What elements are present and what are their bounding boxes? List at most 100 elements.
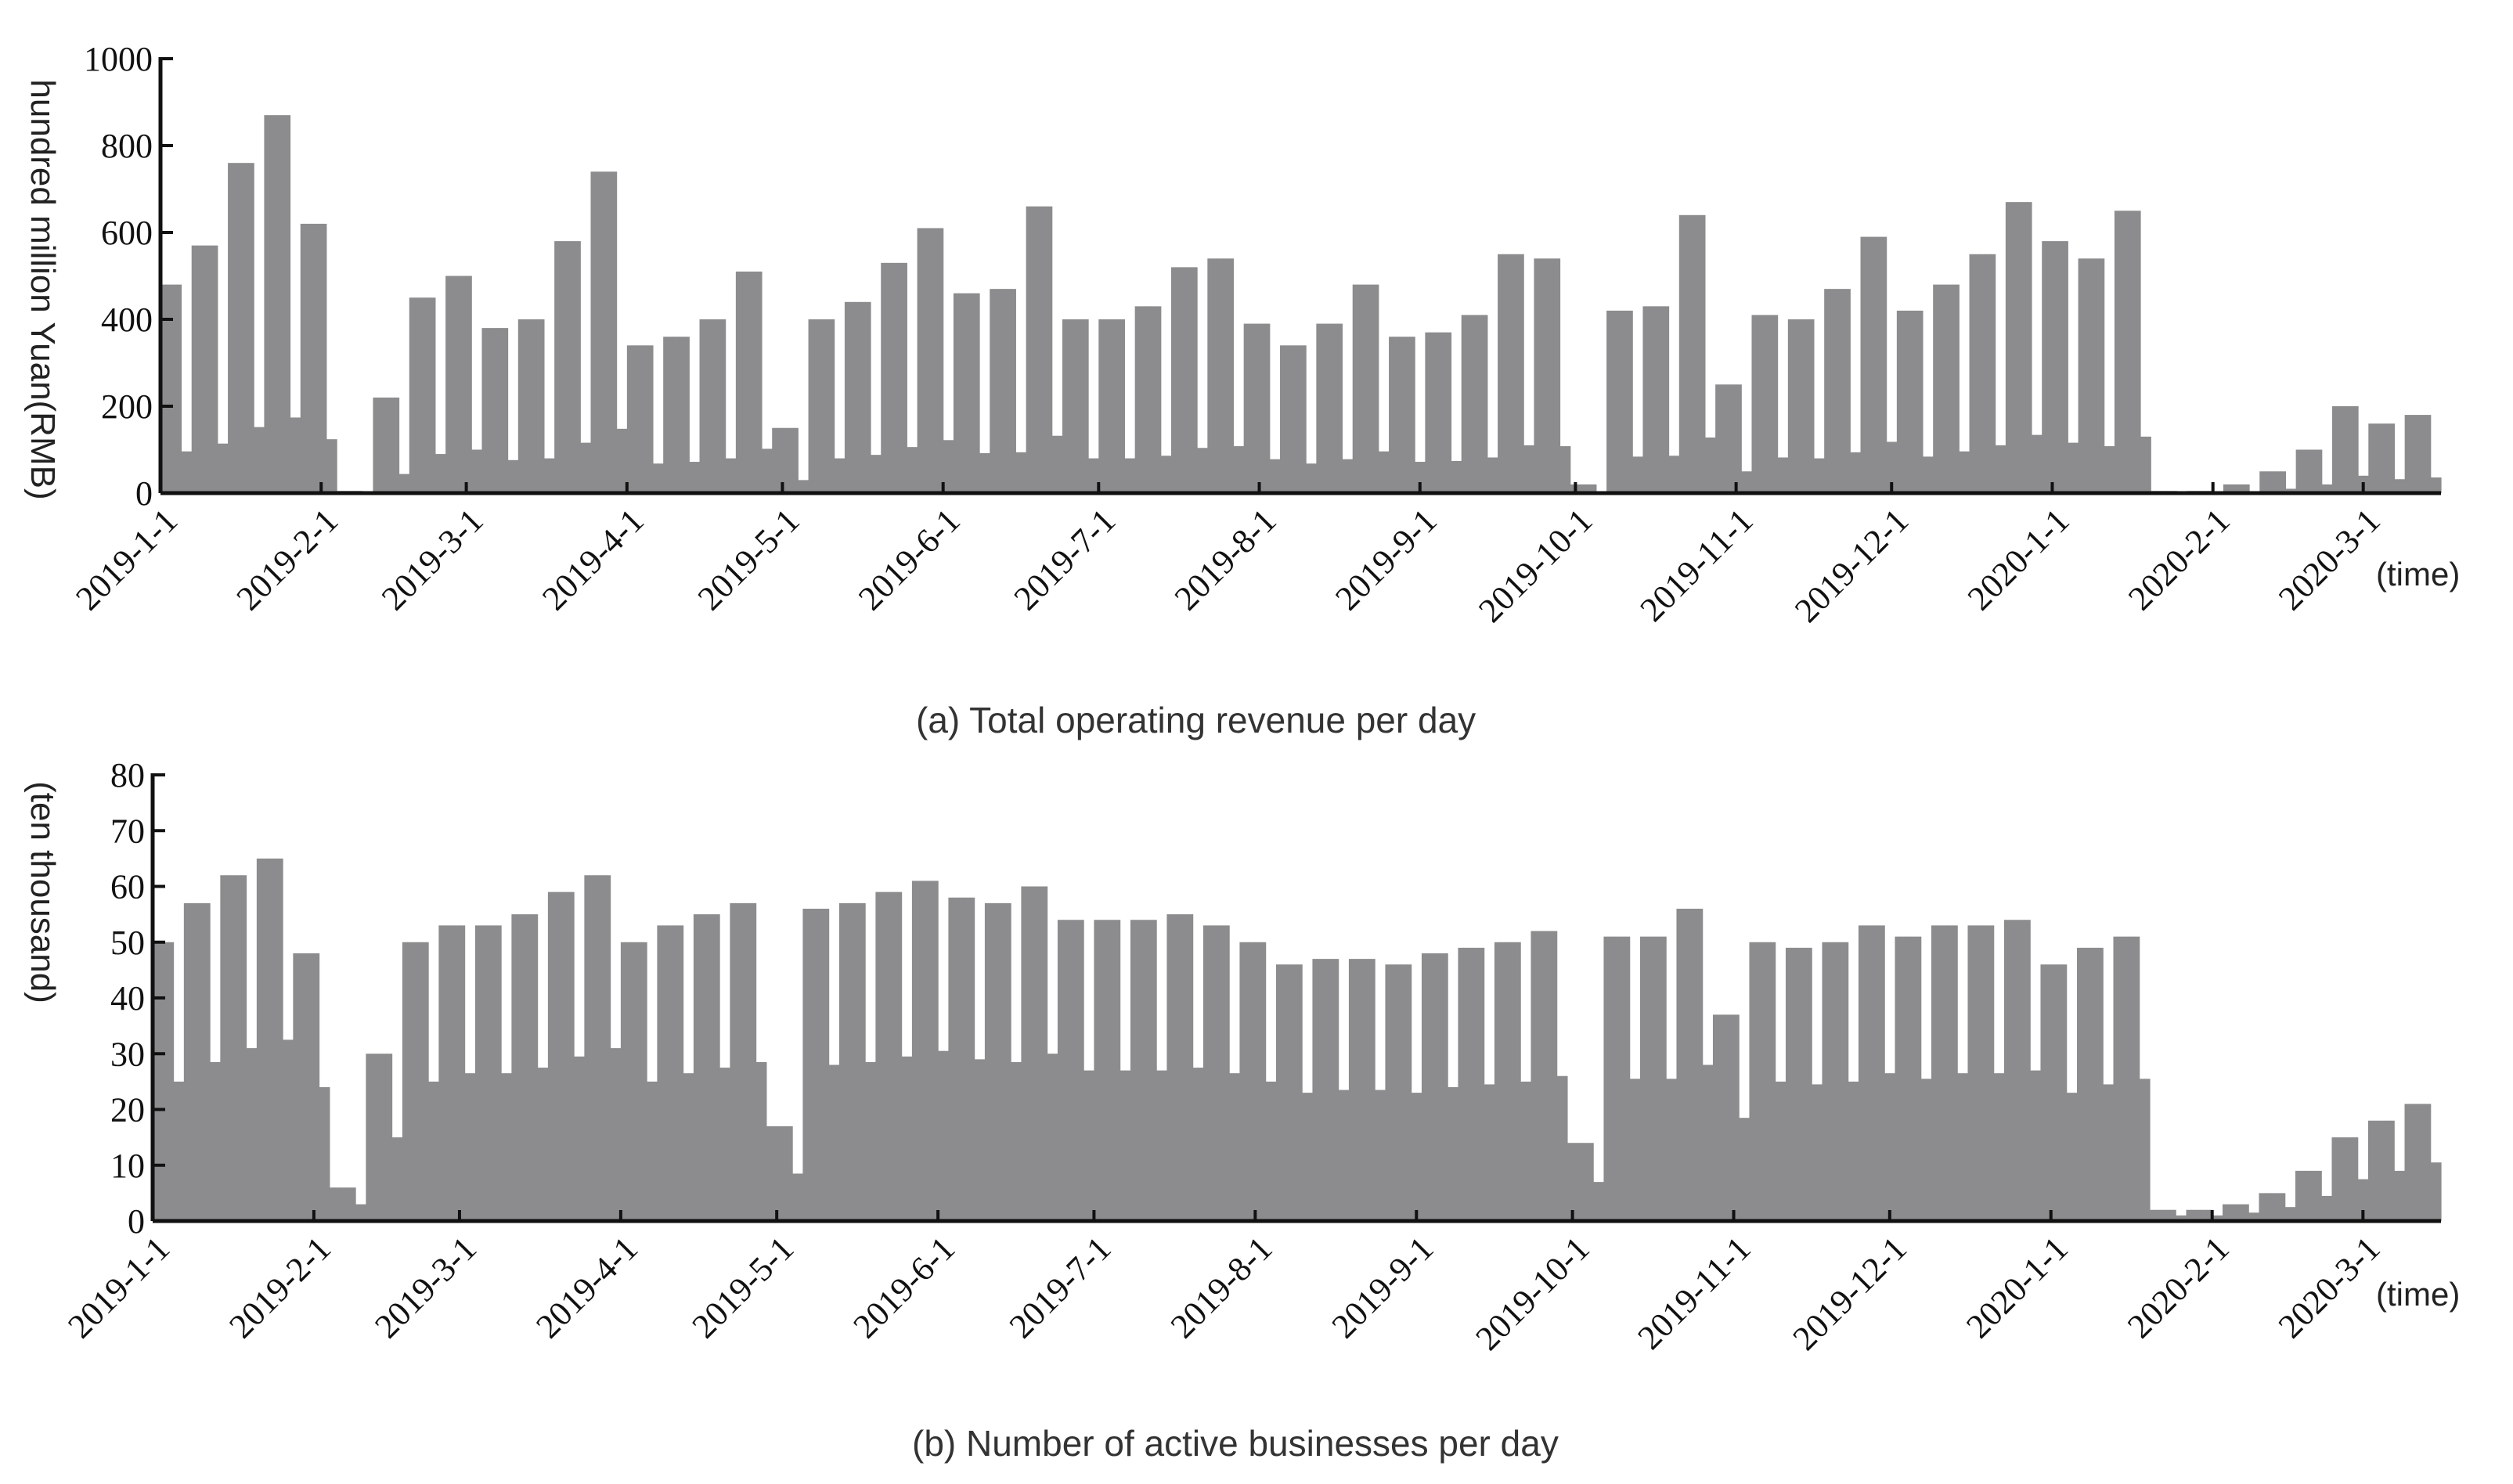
- revenue-y-tick-label: 200: [101, 387, 153, 426]
- revenue-bar: [1130, 458, 1136, 493]
- businesses-bar: [948, 897, 954, 1221]
- revenue-bar: [258, 427, 265, 493]
- revenue-bar: [875, 455, 882, 493]
- revenue-bar: [782, 427, 788, 493]
- revenue-bar: [1357, 284, 1364, 493]
- revenue-bar: [2404, 415, 2410, 493]
- revenue-bar: [2016, 202, 2022, 493]
- revenue-y-tick-label: 400: [101, 301, 153, 339]
- businesses-bar: [1375, 1090, 1381, 1221]
- revenue-bar: [881, 262, 887, 493]
- businesses-bar: [2435, 1162, 2442, 1221]
- businesses-bar: [1936, 925, 1942, 1222]
- businesses-bar: [1957, 1073, 1963, 1221]
- businesses-bar: [438, 925, 445, 1222]
- businesses-bar: [1364, 959, 1371, 1222]
- revenue-bar: [502, 328, 509, 493]
- revenue-bar: [735, 271, 742, 493]
- revenue-bar: [1554, 258, 1561, 493]
- revenue-bar: [626, 345, 633, 493]
- businesses-bar: [1369, 959, 1375, 1222]
- businesses-bar: [287, 1039, 294, 1221]
- revenue-bar: [1425, 332, 1431, 493]
- revenue-bar: [917, 228, 923, 493]
- businesses-bar: [1801, 947, 1808, 1222]
- businesses-bar: [454, 925, 460, 1222]
- businesses-bar: [1770, 942, 1776, 1221]
- revenue-bar: [207, 245, 213, 493]
- revenue-bar: [2140, 436, 2147, 493]
- revenue-bar: [1876, 236, 1882, 493]
- revenue-bar: [932, 228, 939, 493]
- revenue-bar: [2223, 484, 2230, 493]
- businesses-bar: [2103, 1084, 2109, 1221]
- revenue-bar: [1015, 452, 1022, 493]
- revenue-bar: [528, 319, 535, 493]
- businesses-bar: [2342, 1137, 2349, 1222]
- businesses-bar: [1671, 1079, 1678, 1221]
- businesses-bar: [1686, 909, 1693, 1221]
- businesses-bar: [313, 953, 320, 1221]
- businesses-bar: [1920, 1079, 1927, 1221]
- businesses-y-axis-label: (ten thousand): [23, 781, 62, 1003]
- businesses-bar: [2248, 1212, 2255, 1221]
- revenue-bar: [1653, 306, 1659, 493]
- revenue-bar: [575, 241, 581, 493]
- businesses-bar: [2082, 947, 2088, 1222]
- businesses-bar: [2207, 1209, 2213, 1221]
- businesses-bar: [860, 902, 866, 1222]
- businesses-bar: [1041, 886, 1048, 1221]
- revenue-bar: [1502, 254, 1509, 493]
- revenue-bar: [1840, 289, 1846, 493]
- revenue-bar: [715, 319, 721, 493]
- revenue-bar: [1829, 289, 1836, 493]
- revenue-bar: [1342, 459, 1348, 493]
- businesses-bar: [750, 902, 757, 1222]
- businesses-bar: [2253, 1212, 2260, 1221]
- revenue-bar: [373, 397, 379, 493]
- businesses-bar: [1005, 902, 1011, 1222]
- revenue-bar: [171, 284, 177, 493]
- revenue-bar: [964, 293, 970, 493]
- revenue-bar: [911, 447, 918, 493]
- revenue-bar: [652, 463, 659, 493]
- revenue-bar: [1202, 448, 1208, 493]
- businesses-bar: [2035, 1070, 2042, 1222]
- businesses-bar: [932, 881, 939, 1222]
- revenue-bar: [1160, 456, 1166, 493]
- businesses-bar: [308, 953, 315, 1221]
- businesses-bar: [543, 1068, 549, 1221]
- revenue-bar: [1627, 310, 1633, 493]
- businesses-bar: [626, 942, 632, 1221]
- businesses-bar: [501, 1073, 507, 1221]
- businesses-bar: [1047, 1054, 1053, 1221]
- revenue-caption: (a) Total operating revenue per day: [916, 700, 1476, 740]
- revenue-bar: [1010, 289, 1016, 493]
- revenue-bar: [1197, 448, 1203, 493]
- revenue-bar: [813, 319, 820, 493]
- businesses-bar: [2259, 1193, 2265, 1222]
- revenue-bar: [1534, 258, 1540, 493]
- businesses-bar: [1900, 936, 1906, 1222]
- revenue-bar: [1311, 463, 1317, 493]
- revenue-bar: [1482, 315, 1488, 493]
- businesses-bar: [1379, 1090, 1386, 1221]
- businesses-bar: [2269, 1193, 2276, 1222]
- revenue-bar: [600, 171, 607, 494]
- revenue-bar: [1710, 437, 1716, 493]
- businesses-bar: [1119, 1070, 1126, 1222]
- businesses-bar: [1515, 942, 1521, 1221]
- businesses-bar: [1468, 947, 1474, 1222]
- revenue-bar: [1767, 315, 1773, 493]
- businesses-bar: [1525, 1081, 1532, 1222]
- revenue-bar: [730, 458, 737, 493]
- revenue-bar: [466, 276, 472, 493]
- revenue-bar: [487, 328, 493, 493]
- businesses-bar: [875, 891, 882, 1222]
- businesses-bar: [1858, 925, 1865, 1222]
- revenue-bar: [414, 297, 420, 493]
- revenue-bar: [393, 397, 400, 493]
- revenue-bar: [1166, 456, 1172, 493]
- businesses-bar: [1962, 1073, 1969, 1221]
- revenue-bar: [2062, 241, 2068, 493]
